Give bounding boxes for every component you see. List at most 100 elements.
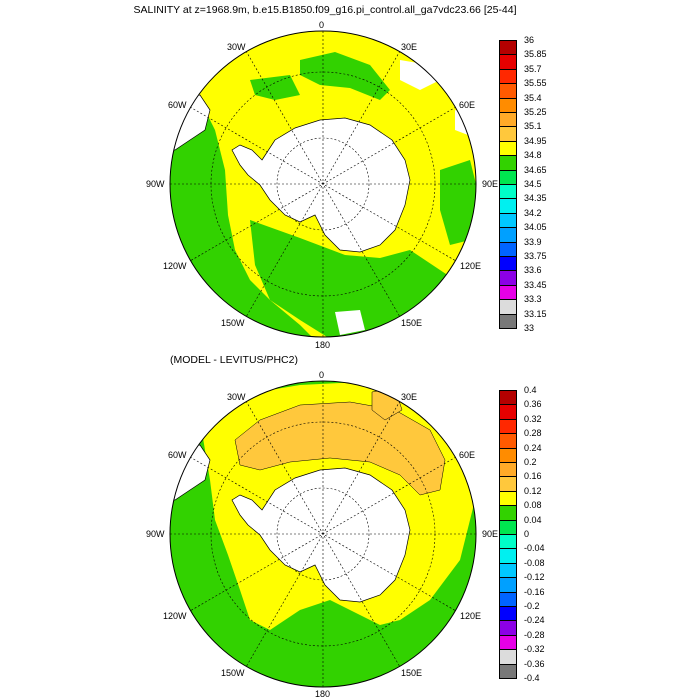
colorbar-label: -0.4 — [524, 673, 540, 683]
colorbar-swatch — [499, 577, 517, 593]
panel2-lon-ne: 30E — [401, 392, 418, 402]
colorbar-label: 35.4 — [524, 92, 542, 103]
colorbar-swatch — [499, 606, 517, 622]
colorbar-swatch — [499, 270, 517, 286]
colorbar-swatch — [499, 198, 517, 214]
colorbar-label: -0.36 — [524, 658, 545, 669]
panel2-lon-top: 0 — [319, 370, 325, 380]
panel1-green-region-pacific — [250, 220, 476, 337]
colorbar-swatch — [499, 68, 517, 85]
colorbar-swatch — [499, 40, 517, 56]
colorbar-swatch — [499, 634, 517, 651]
panel2-lon-es: 120E — [460, 611, 482, 621]
panel1-lon-se: 150E — [401, 318, 423, 328]
panel2-lon-ws: 120W — [163, 611, 187, 621]
colorbar-label: 35.1 — [524, 121, 542, 132]
colorbar-label: 34.05 — [524, 222, 547, 233]
colorbar-swatch — [499, 97, 517, 113]
colorbar-label: -0.04 — [524, 543, 545, 554]
panel1-white-patch-1 — [400, 60, 440, 90]
panel2-ocean-bg — [170, 381, 476, 687]
colorbar-label: 0.36 — [524, 399, 542, 410]
panel1-lon-left: 90W — [146, 179, 165, 189]
panel1-lon-top: 0 — [319, 20, 325, 30]
colorbar-swatch — [499, 490, 517, 507]
panel1-antarctica — [231, 117, 411, 253]
colorbar-label: 34.8 — [524, 150, 542, 161]
colorbar-label: -0.08 — [524, 557, 545, 568]
panel1-lon-bottom: 180 — [315, 340, 331, 350]
panel1-white-patch-3 — [455, 110, 470, 135]
panel2-lon-wn: 60W — [168, 450, 187, 460]
panel1-lon-right: 90E — [482, 179, 499, 189]
panel2-orange-region-north — [371, 387, 403, 421]
colorbar-swatch — [499, 256, 517, 272]
colorbar-label: 33.75 — [524, 251, 547, 261]
colorbar-swatch — [499, 591, 517, 607]
colorbar-swatch — [499, 241, 517, 257]
panel2-yellow-region — [200, 382, 475, 630]
panel1-lon-ws: 120W — [163, 261, 187, 271]
colorbar-swatch — [499, 169, 517, 185]
colorbar-label: -0.28 — [524, 629, 545, 640]
panel2-title: (MODEL - LEVITUS/PHC2) — [170, 354, 298, 366]
colorbar-label: 34.65 — [524, 164, 547, 175]
colorbar-swatch — [499, 140, 517, 157]
panel2-lon-bottom: 180 — [315, 689, 331, 699]
panel1-lon-en: 60E — [459, 100, 476, 110]
colorbar-swatch — [499, 519, 517, 535]
colorbar-label: -0.16 — [524, 586, 545, 597]
colorbar-swatch — [499, 418, 517, 435]
colorbar-label: 33 — [524, 323, 535, 333]
panel2-graticule — [170, 381, 476, 687]
panel2-antarctica — [231, 467, 411, 603]
colorbar-label: -0.32 — [524, 644, 545, 655]
colorbar-label: 0.32 — [524, 413, 542, 424]
colorbar-label: 0 — [524, 529, 530, 539]
colorbar-label: -0.2 — [524, 601, 540, 611]
panel1-lon-nw: 30W — [227, 42, 246, 52]
colorbar-label: 33.45 — [524, 279, 547, 290]
panel2-lon-right: 90E — [482, 529, 499, 539]
panel1-lon-sw: 150W — [221, 318, 245, 328]
panel2-orange-region — [234, 401, 446, 496]
colorbar-label: -0.24 — [524, 615, 545, 626]
colorbar-label: 33.9 — [524, 236, 542, 247]
panel1-green-region-northwest — [250, 75, 300, 100]
panel1-white-patch-2 — [335, 310, 365, 335]
colorbar-swatch — [499, 54, 517, 70]
colorbar-swatch — [499, 433, 517, 449]
colorbar-label: 33.6 — [524, 265, 542, 276]
panel2-lon-nw: 30W — [227, 392, 246, 402]
colorbar-label: 0.2 — [524, 457, 537, 467]
colorbar-label: 33.3 — [524, 294, 542, 305]
colorbar-swatch — [499, 476, 517, 492]
colorbar-swatch — [499, 227, 517, 243]
panel1-green-region-east — [440, 160, 476, 245]
colorbar-swatch — [499, 404, 517, 420]
colorbar-label: 35.85 — [524, 49, 547, 60]
colorbar-swatch — [499, 505, 517, 521]
colorbar-swatch — [499, 184, 517, 200]
panel2-lon-left: 90W — [146, 529, 165, 539]
panel1-lon-es: 120E — [460, 261, 482, 271]
colorbar-label: 36 — [524, 35, 535, 45]
colorbar-swatch — [499, 562, 517, 579]
colorbar-swatch — [499, 447, 517, 463]
colorbar-swatch — [499, 649, 517, 665]
colorbar-swatch — [499, 299, 517, 315]
panel1-green-region-north — [300, 52, 390, 100]
colorbar-label: 33.15 — [524, 308, 547, 319]
colorbar-swatch — [499, 620, 517, 636]
panel1-ocean-bg — [170, 31, 476, 337]
panel2-lon-en: 60E — [459, 450, 476, 460]
colorbar-label: 0.24 — [524, 442, 542, 453]
colorbar-label: -0.12 — [524, 572, 545, 583]
colorbar-label: 0.04 — [524, 514, 542, 525]
colorbar-swatch — [499, 155, 517, 171]
colorbar-label: 35.25 — [524, 107, 547, 117]
colorbar-label: 35.7 — [524, 63, 542, 74]
colorbar-label: 0.08 — [524, 500, 542, 511]
colorbar-label: 35.55 — [524, 78, 547, 89]
